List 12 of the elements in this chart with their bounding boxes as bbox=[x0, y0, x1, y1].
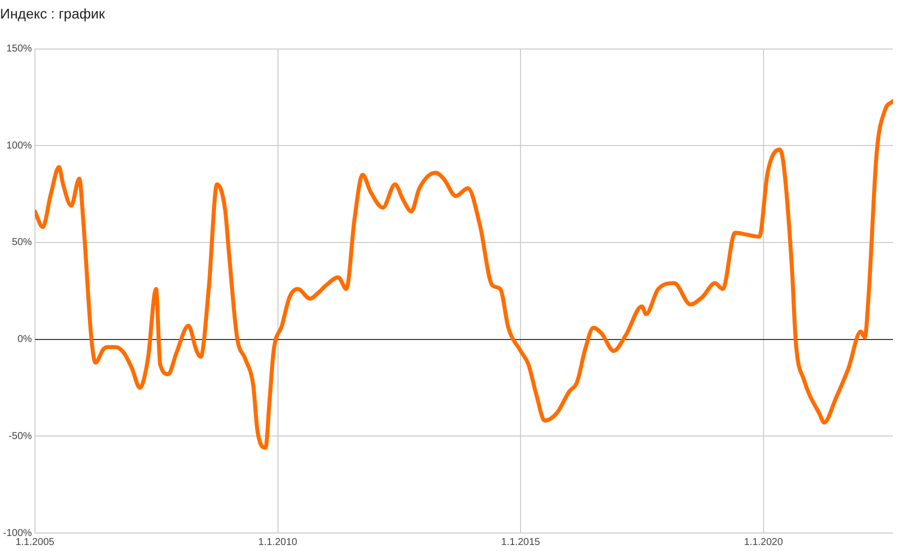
y-tick-label: 0% bbox=[17, 334, 32, 346]
x-tick-label: 1.1.2005 bbox=[15, 536, 55, 548]
y-tick-label: 150% bbox=[6, 44, 32, 55]
y-tick-label: 50% bbox=[12, 237, 32, 248]
y-tick-label: -100% bbox=[3, 528, 32, 539]
line-series bbox=[34, 99, 893, 450]
x-tick-label: 1.1.2020 bbox=[744, 536, 784, 548]
y-tick-label: 100% bbox=[6, 140, 32, 152]
chart-title: Индекс : график bbox=[0, 5, 106, 22]
y-tick-label: -50% bbox=[8, 430, 32, 442]
x-tick-label: 1.1.2010 bbox=[258, 536, 298, 548]
x-tick-label: 1.1.2015 bbox=[501, 536, 541, 548]
